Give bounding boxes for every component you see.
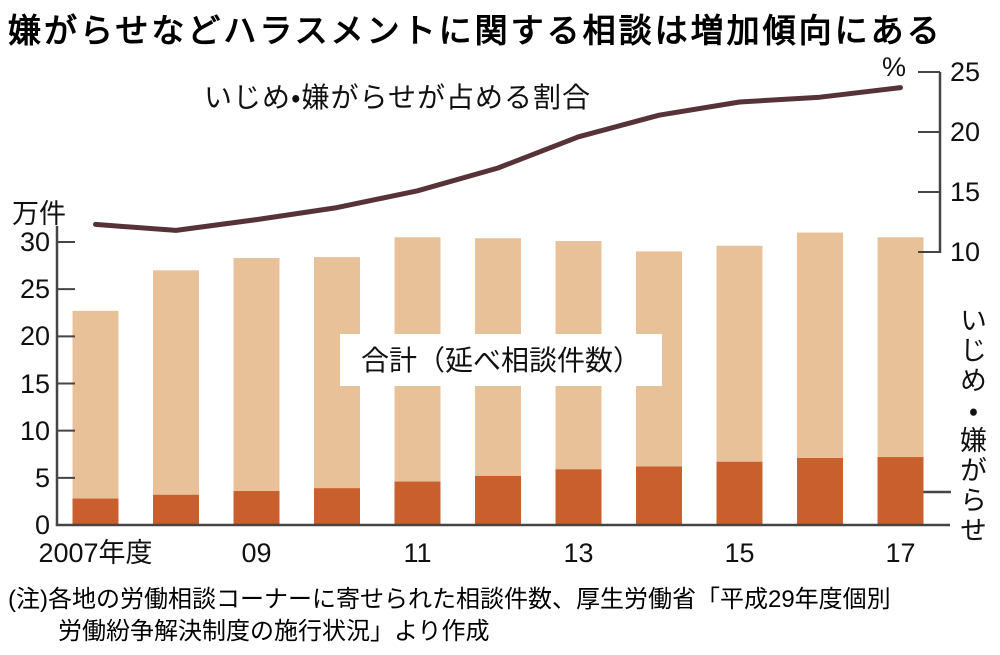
bar-bullying-2010: [314, 488, 360, 525]
right-tick-label-15: 15: [950, 177, 981, 207]
right-tick-label-20: 20: [950, 117, 981, 147]
x-tick-label-15: 15: [724, 538, 755, 568]
x-tick-label-2007年度: 2007年度: [38, 538, 153, 568]
bar-series-label: 合計（延べ相談件数）: [340, 334, 662, 386]
bar-bullying-2014: [636, 466, 682, 525]
left-tick-label-15: 15: [19, 368, 50, 399]
bar-bullying-2016: [797, 458, 843, 525]
bar-total-2007: [72, 310, 119, 525]
left-tick-label-30: 30: [19, 227, 50, 257]
right-tick-label-10: 10: [950, 237, 981, 267]
bar-bullying-2007: [72, 498, 119, 525]
source-note: (注)各地の労働相談コーナーに寄せられた相談件数、厚生労働省「平成29年度個別 …: [8, 584, 891, 648]
x-tick-label-17: 17: [885, 538, 916, 568]
right-axis-unit-label: %: [882, 52, 907, 82]
chart-title: 嫌がらせなどハラスメントに関する相談は増加傾向にある: [8, 12, 943, 49]
x-tick-label-13: 13: [563, 538, 594, 568]
source-note-line2: 労働紛争解決制度の施行状況」より作成: [58, 618, 490, 645]
bar-bullying-2012: [475, 475, 521, 525]
bar-bullying-2008: [153, 494, 199, 525]
bar-bullying-2009: [233, 491, 280, 525]
bar-total-2009: [233, 258, 280, 525]
bar-bullying-2017: [877, 457, 924, 525]
bar-bullying-2013: [555, 469, 602, 525]
left-tick-label-25: 25: [19, 274, 50, 305]
left-tick-label-10: 10: [19, 415, 50, 446]
ratio-line: [93, 85, 903, 233]
left-tick-label-20: 20: [19, 321, 50, 352]
x-tick-label-11: 11: [403, 538, 432, 568]
line-series-label: いじめ・嫌がらせが占める割合: [204, 82, 591, 113]
x-tick-label-09: 09: [241, 538, 272, 568]
source-note-line1: (注)各地の労働相談コーナーに寄せられた相談件数、厚生労働省「平成29年度個別: [8, 586, 891, 613]
left-tick-label-0: 0: [34, 510, 50, 540]
right-tick-label-25: 25: [950, 57, 981, 87]
bullying-segment-label: いじめ・嫌がらせ: [956, 306, 986, 546]
bar-bullying-2015: [716, 461, 763, 525]
bar-bullying-2011: [394, 481, 441, 525]
bar-total-2010: [314, 257, 360, 525]
left-tick-label-5: 5: [34, 462, 50, 493]
bar-total-2008: [153, 270, 199, 525]
left-axis-unit-label: 万件: [12, 199, 66, 229]
